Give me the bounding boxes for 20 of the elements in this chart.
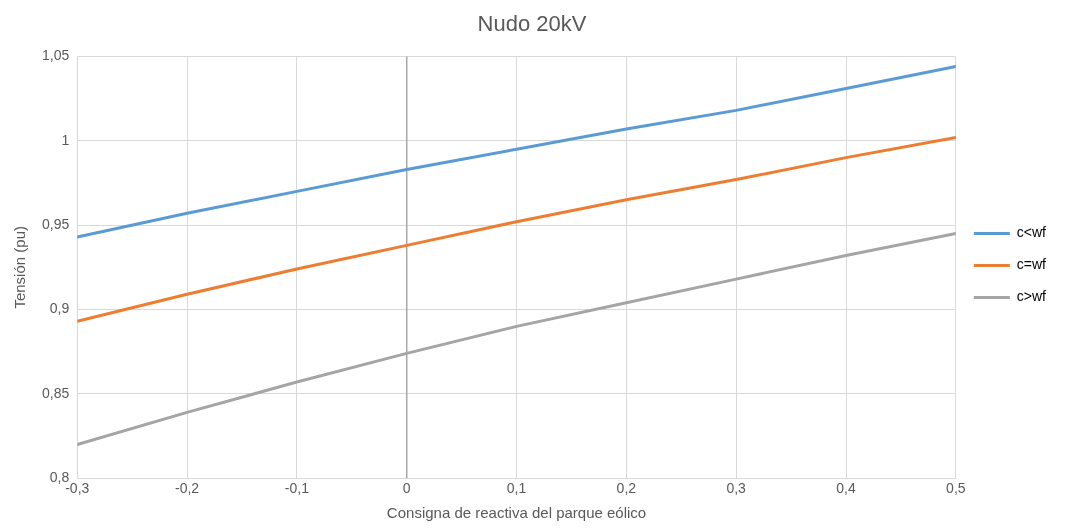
x-tick-label: 0: [402, 480, 411, 497]
x-tick-label: 0,2: [616, 480, 637, 497]
y-tick-label: 0,9: [49, 300, 70, 317]
legend-label: c<wf: [1016, 224, 1047, 241]
y-axis-title: Tensión (pu): [11, 226, 29, 309]
x-tick-label: -0,1: [284, 480, 310, 497]
x-tick-label: 0,4: [836, 480, 856, 497]
legend-label: c>wf: [1016, 288, 1047, 305]
y-tick-label: 0,85: [42, 384, 70, 401]
x-axis-title: Consigna de reactiva del parque eólico: [386, 504, 647, 522]
x-tick-label: 0,3: [726, 480, 747, 497]
legend-label: c=wf: [1016, 256, 1047, 273]
y-tick-label: 1: [61, 131, 70, 148]
x-tick-label: 0,1: [506, 480, 527, 497]
x-tick-label: -0,2: [175, 480, 200, 497]
chart-title: Nudo 20kV: [477, 11, 587, 37]
x-tick-label: 0,5: [946, 480, 966, 497]
y-tick-label: 0,8: [49, 469, 70, 486]
y-tick-label: 0,95: [42, 215, 70, 232]
y-tick-label: 1,05: [42, 47, 70, 64]
